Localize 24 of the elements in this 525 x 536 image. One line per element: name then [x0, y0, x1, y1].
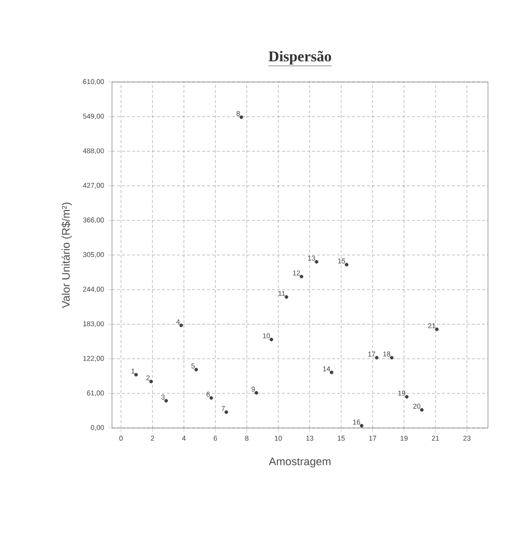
point — [374, 356, 378, 360]
chart-title: Dispersão — [268, 50, 332, 64]
point — [404, 395, 409, 399]
point — [224, 410, 228, 414]
point — [134, 372, 138, 376]
point — [149, 380, 153, 384]
point — [179, 324, 183, 328]
point — [270, 338, 274, 342]
point — [284, 295, 288, 299]
point — [300, 274, 304, 278]
point — [209, 396, 214, 400]
y-axis-title: Valor Unitário (R$/m²) — [62, 202, 72, 308]
point — [164, 398, 168, 403]
x-axis-title: Amostragem — [268, 458, 330, 468]
point — [344, 262, 348, 266]
point — [240, 115, 244, 119]
point — [435, 328, 439, 332]
point — [360, 424, 364, 428]
point — [314, 260, 318, 264]
point — [330, 370, 334, 374]
point — [390, 356, 394, 360]
point — [194, 368, 198, 372]
point — [254, 391, 258, 395]
point — [420, 408, 424, 412]
